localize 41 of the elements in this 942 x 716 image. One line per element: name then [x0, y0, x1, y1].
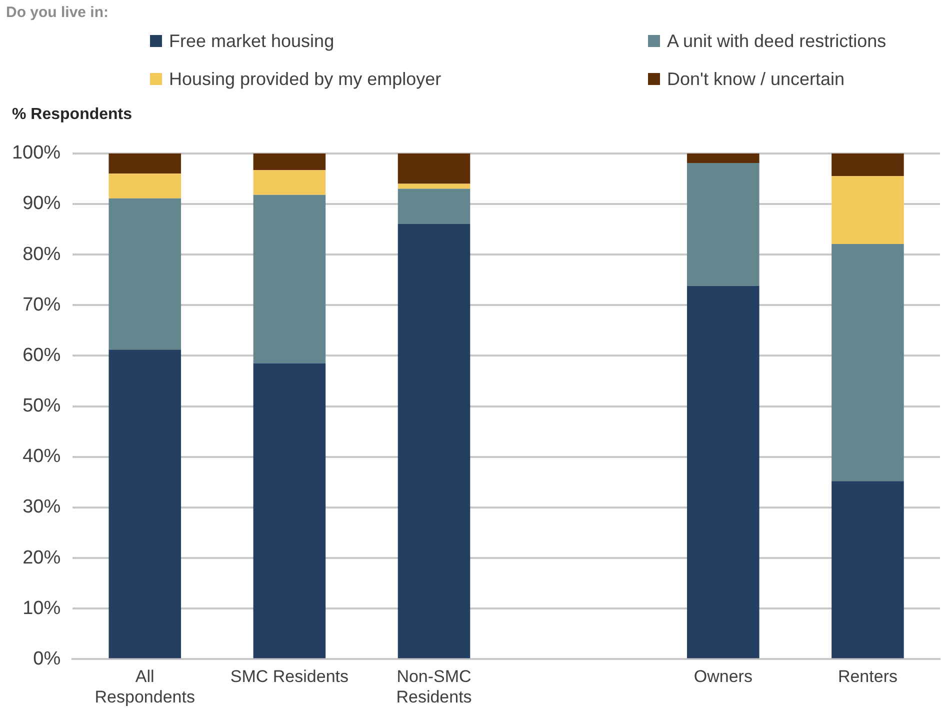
y-tick-label: 70% [22, 294, 61, 316]
legend-label: Housing provided by my employer [169, 68, 442, 90]
bar [398, 184, 470, 189]
bar [253, 363, 326, 658]
y-tick-label: 60% [22, 344, 61, 366]
y-tick-label: 10% [22, 598, 61, 619]
legend-label: Don't know / uncertain [667, 68, 845, 90]
bar [108, 153, 182, 174]
y-tick-label: 0% [33, 648, 61, 670]
x-tick-label: SMC Residents [230, 667, 348, 686]
x-tick-label: Non-SMC Residents [396, 667, 472, 706]
x-tick-label: Owners [694, 667, 752, 686]
y-tick-label: 40% [22, 446, 61, 468]
bar [253, 170, 326, 195]
bar [832, 481, 904, 658]
bar [687, 153, 760, 164]
bar [253, 153, 326, 170]
bar [398, 153, 470, 184]
bar [108, 174, 182, 198]
bar [398, 224, 470, 658]
bar [687, 163, 760, 286]
bar [832, 176, 904, 244]
bar [832, 244, 904, 482]
bar [832, 153, 904, 176]
y-axis-title: % Respondents [12, 106, 132, 124]
y-tick-label: 30% [22, 496, 61, 518]
bar [108, 198, 182, 350]
x-tick-label: Renters [838, 667, 898, 686]
bar [398, 188, 470, 224]
y-tick-label: 80% [22, 244, 61, 265]
legend-label: Free market housing [169, 30, 334, 52]
y-tick-label: 50% [22, 396, 61, 417]
y-tick-label: 90% [22, 193, 61, 214]
legend-label: A unit with deed restrictions [667, 30, 886, 52]
chart-title: Do you live in: [6, 4, 109, 21]
y-tick-label: 100% [12, 142, 61, 164]
bar [253, 194, 326, 364]
y-tick-label: 20% [22, 547, 61, 568]
x-tick-label: All Respondents [94, 667, 195, 706]
bar [687, 286, 760, 658]
bar [108, 350, 182, 658]
